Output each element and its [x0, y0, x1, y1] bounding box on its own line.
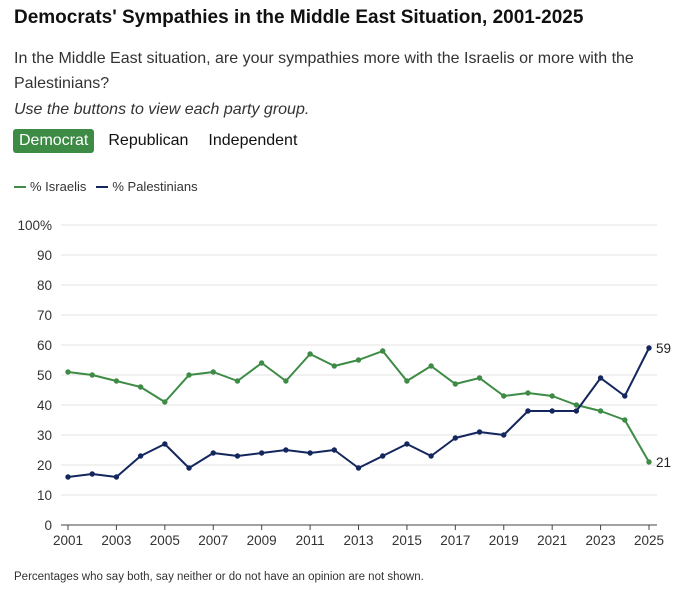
series-line-palestinians — [67, 347, 650, 478]
data-point-palestinians — [646, 345, 652, 351]
x-tick-label: 2003 — [101, 533, 131, 548]
x-tick-label: 2001 — [53, 533, 83, 548]
data-point-palestinians — [380, 453, 386, 459]
legend-label-israelis: % Israelis — [30, 179, 87, 194]
x-tick-label: 2025 — [634, 533, 664, 548]
data-point-israelis — [113, 378, 120, 384]
legend-label-palestinians: % Palestinians — [112, 179, 198, 194]
y-tick-label: 40 — [37, 398, 52, 413]
data-point-israelis — [210, 369, 216, 375]
party-tabs: Democrat Republican Independent — [13, 129, 303, 153]
instruction-text: Use the buttons to view each party group… — [14, 101, 310, 118]
y-tick-label: 60 — [37, 338, 52, 353]
data-point-palestinians — [331, 447, 337, 453]
legend-swatch-israelis — [14, 185, 26, 188]
data-point-israelis — [258, 360, 265, 366]
data-point-israelis — [234, 378, 241, 384]
tab-republican[interactable]: Republican — [108, 132, 189, 149]
y-tick-label: 70 — [37, 308, 52, 323]
tab-independent[interactable]: Independent — [208, 132, 298, 149]
data-point-israelis — [380, 348, 386, 354]
x-tick-label: 2021 — [537, 533, 567, 548]
x-tick-label: 2011 — [296, 533, 325, 548]
data-point-israelis — [404, 378, 410, 384]
data-point-israelis — [597, 408, 604, 414]
data-point-israelis — [573, 402, 580, 408]
data-point-palestinians — [476, 429, 483, 435]
data-point-israelis — [162, 399, 168, 405]
data-point-israelis — [65, 369, 71, 375]
data-point-israelis — [452, 381, 459, 387]
data-point-palestinians — [501, 432, 507, 438]
y-tick-label: 80 — [37, 278, 52, 293]
data-point-palestinians — [234, 453, 241, 459]
data-point-palestinians — [258, 450, 265, 456]
data-point-palestinians — [89, 471, 95, 477]
data-point-palestinians — [65, 474, 71, 480]
data-point-israelis — [355, 357, 362, 363]
end-label-israelis: 21 — [656, 455, 671, 470]
data-point-israelis — [331, 363, 337, 369]
legend-swatch-palestinians — [96, 185, 109, 188]
data-point-israelis — [646, 459, 652, 465]
data-point-israelis — [525, 390, 531, 396]
data-point-israelis — [137, 384, 144, 390]
x-tick-label: 2019 — [489, 533, 519, 548]
data-point-palestinians — [137, 453, 144, 459]
x-tick-label: 2023 — [586, 533, 616, 548]
end-label-palestinians: 59 — [656, 341, 671, 356]
data-point-palestinians — [113, 474, 120, 480]
data-point-israelis — [549, 393, 555, 399]
chart-subtitle: In the Middle East situation, are your s… — [14, 50, 634, 92]
data-point-palestinians — [452, 435, 459, 441]
x-tick-label: 2007 — [198, 533, 228, 548]
data-point-israelis — [428, 363, 434, 369]
data-point-palestinians — [186, 465, 192, 471]
chart-title: Democrats' Sympathies in the Middle East… — [14, 7, 584, 28]
footnote: Percentages who say both, say neither or… — [14, 571, 424, 583]
data-point-palestinians — [597, 375, 604, 381]
data-point-palestinians — [355, 465, 362, 471]
data-point-palestinians — [210, 450, 216, 456]
data-point-palestinians — [525, 408, 531, 414]
data-point-israelis — [622, 417, 628, 423]
y-tick-label: 10 — [37, 488, 52, 503]
y-tick-label: 100% — [17, 218, 52, 233]
data-point-palestinians — [162, 441, 168, 447]
line-chart: 0 10 20 30 40 50 60 70 80 90 100% 2001 2003 2005 2007 2… — [17, 218, 671, 548]
data-point-israelis — [501, 393, 507, 399]
x-tick-label: 2015 — [392, 533, 422, 548]
x-tick-label: 2009 — [247, 533, 277, 548]
legend-item-palestinians: % Palestinians — [96, 179, 198, 194]
y-tick-label: 20 — [37, 458, 52, 473]
tab-democrat[interactable]: Democrat — [13, 129, 95, 153]
data-point-israelis — [283, 378, 289, 384]
data-point-israelis — [186, 372, 192, 378]
chart-legend: % Israelis % Palestinians — [14, 179, 198, 194]
x-tick-label: 2017 — [440, 533, 470, 548]
data-point-israelis — [476, 375, 483, 381]
y-tick-label: 50 — [37, 368, 52, 383]
y-tick-label: 90 — [37, 248, 52, 263]
data-point-palestinians — [428, 453, 434, 459]
y-tick-label: 30 — [37, 428, 52, 443]
data-point-israelis — [89, 372, 95, 378]
data-point-palestinians — [549, 408, 555, 414]
data-point-palestinians — [307, 450, 313, 456]
data-point-israelis — [307, 351, 313, 357]
x-tick-label: 2005 — [150, 533, 180, 548]
data-point-palestinians — [404, 441, 410, 447]
data-point-palestinians — [622, 393, 628, 399]
data-point-palestinians — [283, 447, 289, 453]
data-point-palestinians — [573, 408, 580, 414]
y-tick-label: 0 — [44, 518, 52, 533]
series-line-israelis — [67, 350, 650, 463]
legend-item-israelis: % Israelis — [14, 179, 86, 194]
x-tick-label: 2013 — [343, 533, 373, 548]
